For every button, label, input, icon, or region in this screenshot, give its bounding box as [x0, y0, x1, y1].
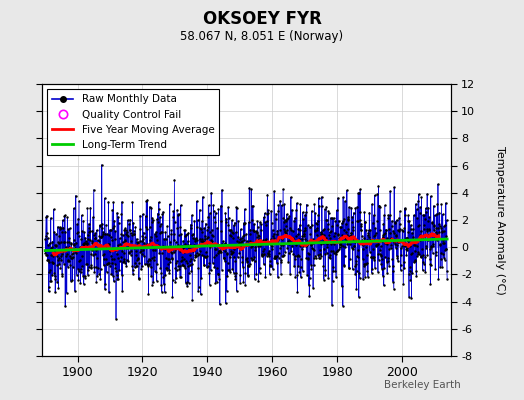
- Text: OKSOEY FYR: OKSOEY FYR: [203, 10, 321, 28]
- Legend: Raw Monthly Data, Quality Control Fail, Five Year Moving Average, Long-Term Tren: Raw Monthly Data, Quality Control Fail, …: [47, 89, 220, 155]
- Y-axis label: Temperature Anomaly (°C): Temperature Anomaly (°C): [495, 146, 505, 294]
- Text: 58.067 N, 8.051 E (Norway): 58.067 N, 8.051 E (Norway): [180, 30, 344, 43]
- Text: Berkeley Earth: Berkeley Earth: [385, 380, 461, 390]
